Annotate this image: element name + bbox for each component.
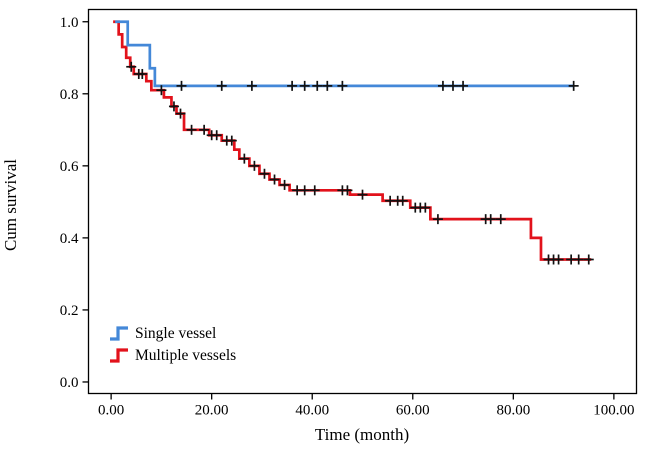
- y-tick-label: 0.8: [60, 87, 79, 103]
- x-tick-label: 20.00: [195, 403, 229, 419]
- legend-item-single-vessel: Single vessel: [110, 325, 216, 342]
- x-tick-label: 0.00: [98, 403, 124, 419]
- y-tick-label: 0.4: [60, 231, 79, 247]
- legend: Single vessel Multiple vessels: [110, 325, 236, 364]
- plot-frame: [87, 8, 638, 395]
- y-axis-ticks: 0.0 0.2 0.4 0.6 0.8 1.0: [60, 15, 89, 391]
- y-tick-label: 0.2: [60, 303, 79, 319]
- series-line-multiple-vessels: [113, 20, 592, 261]
- series-line-single-vessel: [115, 20, 574, 88]
- legend-item-multiple-vessels: Multiple vessels: [110, 347, 236, 364]
- x-tick-label: 80.00: [496, 403, 530, 419]
- legend-label-single-vessel: Single vessel: [135, 325, 216, 342]
- legend-key-single-vessel: [110, 326, 128, 341]
- legend-key-multiple-vessels: [110, 348, 128, 363]
- censor-marks-multiple-vessels: [126, 61, 594, 265]
- y-tick-label: 1.0: [60, 15, 79, 31]
- x-tick-label: 60.00: [396, 403, 430, 419]
- x-axis-label: Time (month): [315, 425, 409, 444]
- y-axis-label: Cum survival: [1, 159, 20, 251]
- y-tick-label: 0.6: [60, 159, 79, 175]
- y-tick-label: 0.0: [60, 375, 79, 391]
- x-tick-label: 40.00: [295, 403, 329, 419]
- plot-area: 0.00 20.00 40.00 60.00 80.00 100.000.00.20.40…: [60, 8, 638, 419]
- x-axis-ticks: 0.00 20.00 40.00 60.00 80.00 100.00: [98, 393, 635, 419]
- x-tick-label: 100.00: [593, 403, 634, 419]
- legend-label-multiple-vessels: Multiple vessels: [135, 347, 236, 364]
- censor-marks-single-vessel: [176, 80, 579, 91]
